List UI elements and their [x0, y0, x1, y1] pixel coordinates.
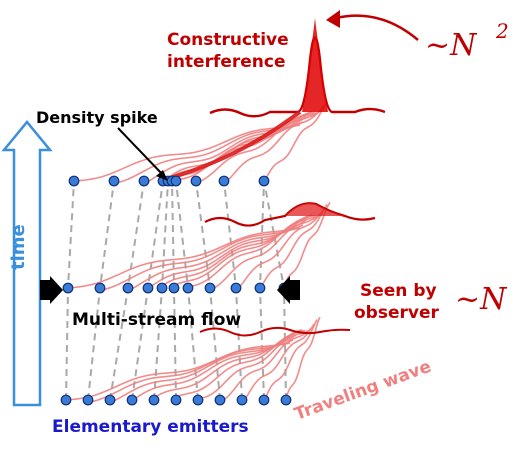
emitter-dot [82, 394, 94, 406]
coherent-stream [169, 110, 302, 180]
wave-bottom-line [175, 329, 306, 401]
traveling-wave-label: Traveling wave [292, 357, 434, 425]
emitter-dot [62, 282, 74, 294]
emitter-dot [104, 394, 116, 406]
wave-bottom-line [219, 327, 312, 402]
wave-bottom-line [153, 328, 303, 401]
observer-label: observer [354, 303, 439, 323]
wave-middle-line [283, 201, 331, 289]
wave-bottom-line [87, 339, 294, 403]
wave-layer-bottom [65, 316, 351, 403]
interference-label: interference [167, 52, 286, 72]
emitter-dot [258, 394, 270, 406]
n-squared-base: ~N [425, 28, 478, 63]
wave-top-line [73, 124, 301, 182]
wave-front-bottom [199, 326, 351, 337]
time-label: time [8, 224, 29, 270]
wave-middle-line [67, 227, 301, 289]
emitter-dot [108, 175, 120, 187]
seen-by-label: Seen by [360, 281, 437, 301]
emitter-dot [126, 394, 138, 406]
wave-middle-line [99, 224, 304, 291]
density-spike-label: Density spike [36, 108, 158, 127]
wave-bottom-line [109, 334, 297, 402]
wave-top-line [263, 101, 328, 182]
emitter-dot [60, 394, 72, 406]
emitter-dot [156, 282, 168, 294]
emitter-dot [68, 175, 80, 187]
compression-arrow-left [40, 276, 63, 304]
emitter-dot [204, 282, 216, 294]
compression-arrow-right [277, 276, 300, 304]
emitter-row-middle [62, 282, 290, 294]
n-linear-scaling: ~N [455, 282, 508, 317]
density-spike-pointer [117, 127, 168, 181]
emitter-dot [170, 175, 182, 187]
emitter-dot [138, 175, 150, 187]
emitter-dot [168, 282, 180, 294]
n-squared-scaling: ~N 2 [425, 19, 509, 63]
wave-layer-middle [67, 201, 376, 291]
constructive-label: Constructive [167, 30, 289, 50]
emitter-row-bottom [60, 394, 292, 406]
wave-middle-line [259, 204, 328, 289]
wave-middle-line [127, 219, 307, 290]
emitter-dot [142, 282, 154, 294]
multi-stream-label: Multi-stream flow [72, 310, 241, 330]
wave-top-line [223, 105, 325, 183]
wave-top-line [195, 109, 322, 183]
emitters-label: Elementary emitters [52, 417, 249, 437]
emitter-dot [254, 282, 266, 294]
emitter-dot [94, 282, 106, 294]
wave-bottom-line [197, 329, 309, 401]
peak-pointer-arrow [326, 10, 419, 41]
wave-bottom-line [263, 319, 318, 401]
emitter-dot [148, 394, 160, 406]
emitter-dot [230, 282, 242, 294]
emitter-dot [236, 394, 248, 406]
n-squared-exponent: 2 [495, 19, 509, 43]
emitter-dot [214, 394, 226, 406]
emitter-dot [280, 394, 292, 406]
wave-layer-top [73, 18, 386, 184]
time-arrow [1, 120, 53, 407]
wave-bottom-line [285, 316, 321, 401]
wave-bottom-line [241, 323, 315, 402]
emitter-dot [182, 282, 194, 294]
wave-bottom-line [131, 330, 300, 401]
wave-middle-line [235, 208, 325, 290]
wave-bottom-line [65, 342, 291, 401]
emitter-dot [218, 175, 230, 187]
wave-middle-line [187, 214, 319, 289]
emitter-dot [192, 394, 204, 406]
emitter-dot [190, 175, 202, 187]
emitter-dot [258, 175, 270, 187]
interference-peak [302, 18, 328, 112]
wave-middle-line [209, 212, 322, 290]
wave-bump-middle [285, 203, 345, 216]
emitter-dot [170, 394, 182, 406]
emitter-dot [122, 282, 134, 294]
